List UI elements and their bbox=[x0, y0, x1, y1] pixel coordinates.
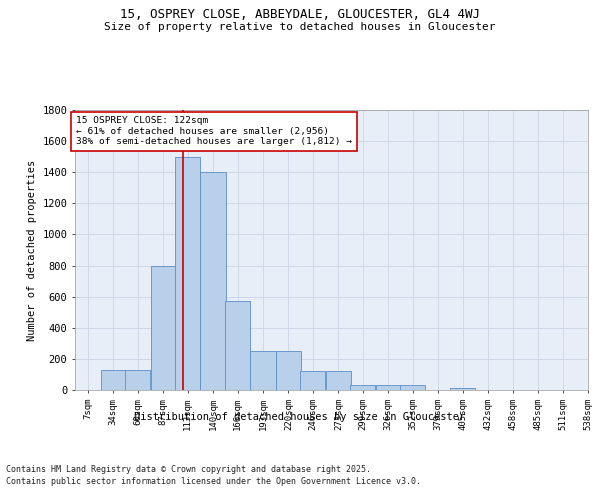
Bar bbox=[125, 370, 150, 390]
Bar bbox=[151, 266, 176, 390]
Bar bbox=[200, 172, 226, 390]
Bar bbox=[376, 386, 401, 390]
Bar bbox=[400, 386, 425, 390]
Y-axis label: Number of detached properties: Number of detached properties bbox=[27, 160, 37, 340]
Text: Contains HM Land Registry data © Crown copyright and database right 2025.: Contains HM Land Registry data © Crown c… bbox=[6, 465, 371, 474]
Bar bbox=[175, 156, 200, 390]
Text: Distribution of detached houses by size in Gloucester: Distribution of detached houses by size … bbox=[134, 412, 466, 422]
Text: Contains public sector information licensed under the Open Government Licence v3: Contains public sector information licen… bbox=[6, 478, 421, 486]
Bar bbox=[326, 372, 351, 390]
Text: 15 OSPREY CLOSE: 122sqm
← 61% of detached houses are smaller (2,956)
38% of semi: 15 OSPREY CLOSE: 122sqm ← 61% of detache… bbox=[76, 116, 352, 146]
Text: Size of property relative to detached houses in Gloucester: Size of property relative to detached ho… bbox=[104, 22, 496, 32]
Bar bbox=[450, 388, 475, 390]
Bar bbox=[301, 372, 325, 390]
Bar bbox=[101, 370, 126, 390]
Bar bbox=[350, 384, 376, 390]
Text: 15, OSPREY CLOSE, ABBEYDALE, GLOUCESTER, GL4 4WJ: 15, OSPREY CLOSE, ABBEYDALE, GLOUCESTER,… bbox=[120, 8, 480, 20]
Bar bbox=[250, 351, 275, 390]
Bar bbox=[276, 351, 301, 390]
Bar bbox=[225, 300, 250, 390]
